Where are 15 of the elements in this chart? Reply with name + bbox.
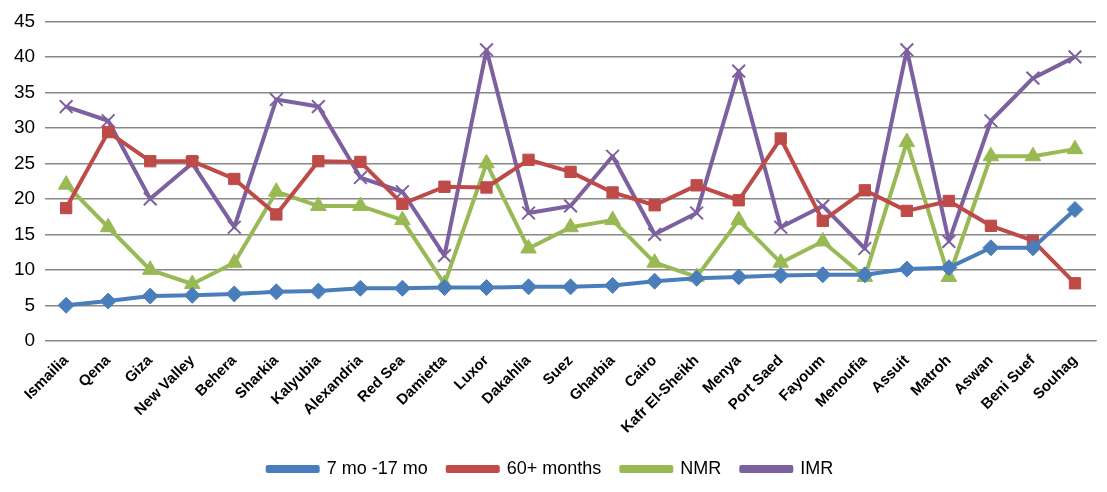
y-tick-label: 10 (13, 258, 36, 280)
y-tick-label: 15 (13, 222, 36, 244)
y-tick-label: 5 (24, 293, 36, 315)
y-tick-label: 25 (13, 151, 36, 173)
legend-label: NMR (680, 457, 722, 478)
legend-label: IMR (800, 457, 834, 478)
y-tick-label: 20 (13, 187, 36, 209)
y-tick-label: 0 (24, 329, 36, 351)
legend-label: 60+ months (506, 457, 602, 478)
y-tick-label: 40 (13, 45, 36, 67)
x-tick-label: Giza (120, 350, 156, 386)
y-tick-label: 30 (13, 116, 36, 138)
y-tick-label: 45 (13, 9, 36, 31)
legend-label: 7 mo -17 mo (326, 457, 428, 478)
y-tick-label: 35 (13, 80, 36, 102)
